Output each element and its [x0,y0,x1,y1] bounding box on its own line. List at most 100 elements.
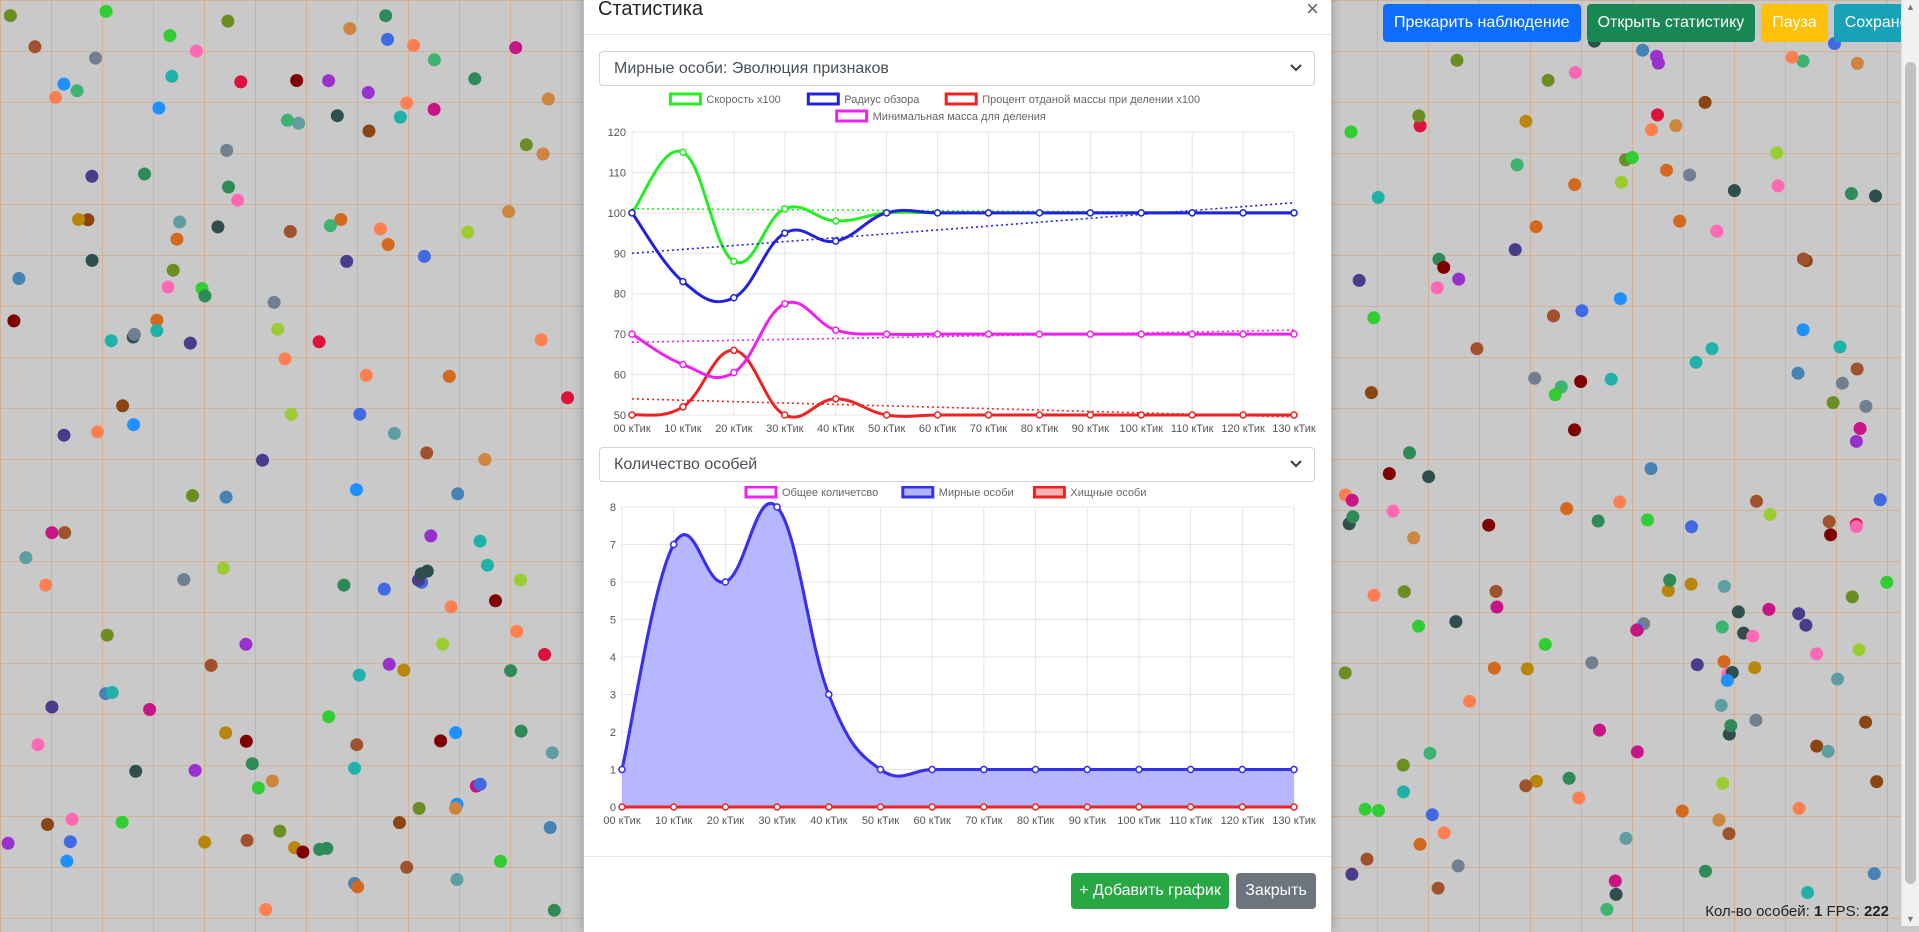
chart-type-select-1-value: Мирные особи: Эволюция признаков [614,60,889,77]
data-point [928,803,936,811]
creature-dot [99,4,113,18]
y-tick-label: 60 [614,370,626,382]
creature-dot [177,573,191,587]
chevron-down-icon [1290,64,1302,72]
legend-swatch [901,486,935,499]
add-chart-button[interactable]: + Добавить график [1071,873,1229,909]
creature-dot [1796,252,1810,266]
creature-dot [1529,220,1543,234]
creature-dot [1867,867,1881,881]
creature-dot [143,703,157,716]
creature-dot [1412,109,1426,123]
data-point [669,540,678,549]
creature-dot [1364,386,1378,400]
creature-dot [1591,514,1605,528]
data-point [984,330,993,338]
population-chart: Общее количетсво Мирные особи Хищные особи… [603,486,1316,827]
y-tick-label: 6 [610,577,616,589]
creature-dot [70,84,84,98]
creature-dot [412,801,426,815]
open-statistics-button[interactable]: Открыть статистику [1586,4,1756,42]
data-point [781,229,789,237]
data-point [679,148,687,156]
data-point [1239,209,1247,217]
chart-type-select-2[interactable]: Количество особей [599,447,1315,482]
creature-dot [1746,629,1760,643]
y-tick-label: 8 [610,502,616,514]
chart-type-select-1[interactable]: Мирные особи: Эволюция признаков [599,51,1315,86]
data-point [980,803,988,811]
creature-dot [198,835,212,849]
creature-dot [1585,656,1599,670]
creature-dot [1593,723,1606,737]
x-tick-label: 130 кТик [1272,423,1316,435]
creature-dot [198,289,212,303]
creature-dot [1396,758,1410,772]
creature-dot [85,169,99,183]
data-point [933,209,942,217]
creature-dot [1722,827,1736,841]
x-tick-label: 100 кТик [1120,423,1164,435]
creature-dot [1437,260,1451,274]
scroll-up-icon[interactable]: ▲ [1906,2,1915,12]
fps-value: 222 [1863,903,1889,920]
creature-dot [290,74,304,87]
creature-dot [41,818,54,831]
creature-dot [1619,831,1633,845]
creature-dot [1630,623,1644,637]
creature-dot [1345,867,1359,881]
scroll-down-icon[interactable]: ▼ [1906,914,1915,924]
creature-dot [1831,672,1844,686]
creature-dot [1792,607,1806,621]
creature-dot [1661,584,1675,598]
data-point [831,237,840,245]
x-tick-label: 80 кТик [1021,423,1058,435]
creature-dot [1358,802,1372,816]
creature-dot [478,453,492,466]
x-tick-label: 90 кТик [1072,423,1109,435]
creature-dot [127,327,141,341]
creature-dot [337,578,351,592]
creature-dot [424,529,438,543]
traits-evolution-chart: Скорость х100 Радиус обзора Процент отдано… [608,92,1316,435]
stop-observation-button[interactable]: Прекарить наблюдение [1383,4,1581,42]
creature-dot [1660,163,1674,177]
data-point [618,765,626,774]
close-button[interactable]: Закрыть [1236,873,1316,909]
creature-dot [381,32,394,46]
page-scrollbar[interactable]: ▲ ▼ [1901,0,1919,926]
creature-dot [211,220,225,234]
y-tick-label: 5 [610,615,616,627]
creature-dot [1644,462,1658,476]
creature-dot [1850,362,1864,376]
creature-dot [427,102,441,116]
creature-dot [266,774,279,788]
pause-button[interactable]: Пауза [1761,4,1828,42]
creature-dot [1344,125,1358,139]
creature-dot [1750,494,1763,508]
creature-dot [1717,655,1731,669]
creature-dot [1530,774,1543,788]
creature-dot [1717,579,1731,593]
creature-dot [1763,507,1777,521]
y-tick-label: 2 [610,727,616,739]
creature-dot [400,860,414,874]
data-point [781,411,789,419]
creature-dot [259,903,273,916]
x-tick-label: 10 кТик [664,423,701,435]
close-icon[interactable]: × [1306,0,1319,21]
legend-label: Процент отданой массы при делении х100 [982,94,1200,106]
creature-dot [468,72,482,86]
y-tick-label: 50 [614,410,626,422]
creature-dot [116,399,130,413]
creature-dot [361,86,375,99]
creature-dot [1572,791,1586,805]
creature-dot [1850,56,1864,70]
y-tick-label: 1 [610,765,616,777]
creature-dot [1853,422,1867,435]
creature-dot [1716,776,1730,790]
data-point [1137,209,1145,217]
y-tick-label: 80 [614,289,626,301]
scroll-thumb[interactable] [1905,62,1916,884]
